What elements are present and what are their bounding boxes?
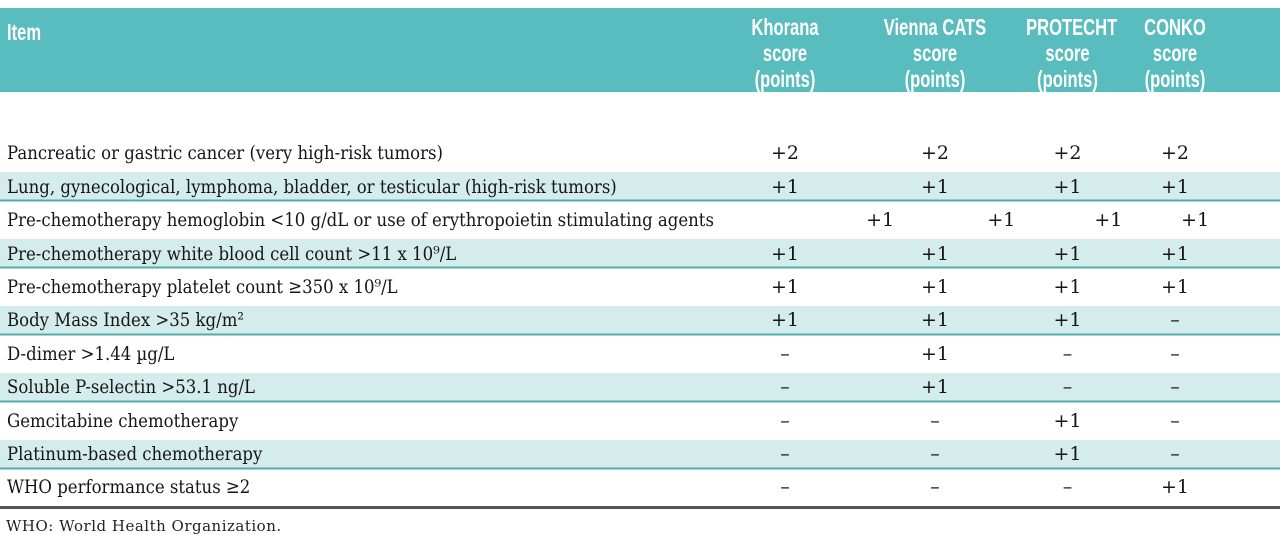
vienna-score-cell: +1 <box>920 175 949 198</box>
protecht-score-cell: – <box>1062 376 1073 399</box>
khorana-score-cell: – <box>780 476 790 499</box>
column-header-vienna-cats: Vienna CATS score (points) <box>860 8 1010 92</box>
table-bottom-rule <box>0 506 1280 509</box>
table-row: Pre-chemotherapy platelet count ≥350 x 1… <box>0 273 1280 306</box>
protecht-score-cell: +1 <box>1053 276 1082 298</box>
item-header-label: Item <box>7 19 42 45</box>
table-row: Gemcitabine chemotherapy – – +1 – <box>0 406 1280 439</box>
protecht-score-cell: +1 <box>1053 442 1082 465</box>
item-cell: Body Mass Index >35 kg/m² <box>7 309 245 332</box>
conko-score-cell: – <box>1170 309 1180 332</box>
table-row: Lung, gynecological, lymphoma, bladder, … <box>0 172 1280 206</box>
protecht-header-name: PROTECHT <box>1026 14 1118 40</box>
column-header-conko: CONKO score (points) <box>1125 8 1225 92</box>
khorana-score-cell: – <box>780 409 790 432</box>
conko-score-cell: +1 <box>1160 276 1189 298</box>
vienna-header-points: (points) <box>904 66 966 92</box>
header-body-gap <box>0 92 1280 139</box>
khorana-score-cell: +2 <box>770 142 799 165</box>
table-row: Platinum-based chemotherapy – – +1 – <box>0 439 1280 473</box>
conko-header-points: (points) <box>1144 66 1206 92</box>
khorana-header-score: score <box>762 40 808 66</box>
table-row: WHO performance status ≥2 – – – +1 <box>0 473 1280 506</box>
item-cell: Pre-chemotherapy platelet count ≥350 x 1… <box>7 276 398 298</box>
protecht-score-cell: +1 <box>1094 209 1123 232</box>
khorana-header-points: (points) <box>754 66 816 92</box>
item-cell: Platinum-based chemotherapy <box>7 442 263 465</box>
khorana-score-cell: – <box>780 376 790 399</box>
vienna-score-cell: – <box>930 442 940 465</box>
conko-score-cell: – <box>1170 376 1180 399</box>
item-cell: D-dimer >1.44 µg/L <box>7 342 175 365</box>
vienna-score-cell: – <box>930 409 940 432</box>
vienna-header-score: score <box>912 40 958 66</box>
item-cell: Gemcitabine chemotherapy <box>7 409 239 432</box>
protecht-score-cell: +1 <box>1053 175 1082 198</box>
vienna-header-name: Vienna CATS <box>883 14 987 40</box>
conko-score-cell: +1 <box>1160 242 1189 265</box>
table-header-row: Item Khorana score (points) Vienna CATS … <box>0 8 1280 92</box>
conko-score-cell: +2 <box>1160 142 1189 165</box>
khorana-score-cell: +1 <box>770 175 799 198</box>
item-cell: Pre-chemotherapy hemoglobin <10 g/dL or … <box>7 209 714 232</box>
item-cell: Lung, gynecological, lymphoma, bladder, … <box>7 175 617 198</box>
conko-score-cell: +1 <box>1181 209 1210 232</box>
vienna-score-cell: +1 <box>920 242 949 265</box>
khorana-score-cell: +1 <box>866 209 895 232</box>
protecht-score-cell: +1 <box>1053 242 1082 265</box>
protecht-header-points: (points) <box>1037 66 1098 92</box>
conko-score-cell: +1 <box>1160 476 1189 499</box>
table-row: Pancreatic or gastric cancer (very high-… <box>0 139 1280 172</box>
vienna-score-cell: +1 <box>920 276 949 298</box>
item-cell: Pancreatic or gastric cancer (very high-… <box>7 142 443 165</box>
vienna-score-cell: +1 <box>920 342 949 365</box>
protecht-header-score: score <box>1045 40 1090 66</box>
conko-score-cell: +1 <box>1160 175 1189 198</box>
conko-score-cell: – <box>1170 342 1180 365</box>
khorana-header-name: Khorana <box>751 14 819 40</box>
khorana-score-cell: – <box>780 342 790 365</box>
column-header-khorana: Khorana score (points) <box>710 8 860 92</box>
table-row: D-dimer >1.44 µg/L – +1 – – <box>0 339 1280 372</box>
item-cell: WHO performance status ≥2 <box>7 476 251 499</box>
protecht-score-cell: – <box>1062 476 1073 499</box>
protecht-score-cell: – <box>1062 342 1073 365</box>
khorana-score-cell: +1 <box>770 276 799 298</box>
table-row: Body Mass Index >35 kg/m² +1 +1 +1 – <box>0 305 1280 340</box>
conko-header-name: CONKO <box>1144 14 1206 40</box>
table-row: Soluble P-selectin >53.1 ng/L – +1 – – <box>0 372 1280 407</box>
table-row: Pre-chemotherapy white blood cell count … <box>0 239 1280 273</box>
vienna-score-cell: – <box>930 476 940 499</box>
item-cell: Soluble P-selectin >53.1 ng/L <box>7 376 256 399</box>
table-row: Pre-chemotherapy hemoglobin <10 g/dL or … <box>0 206 1280 239</box>
conko-header-score: score <box>1152 40 1198 66</box>
table-footnote: WHO: World Health Organization. <box>6 516 282 535</box>
table-body: Pancreatic or gastric cancer (very high-… <box>0 139 1280 506</box>
protecht-score-cell: +1 <box>1053 409 1082 432</box>
conko-score-cell: – <box>1170 409 1180 432</box>
khorana-score-cell: – <box>780 442 790 465</box>
protecht-score-cell: +2 <box>1053 142 1082 165</box>
protecht-score-cell: +1 <box>1053 309 1082 332</box>
header-right-spacer <box>1225 8 1280 92</box>
item-cell: Pre-chemotherapy white blood cell count … <box>7 242 457 265</box>
conko-score-cell: – <box>1170 442 1180 465</box>
khorana-score-cell: +1 <box>770 309 799 332</box>
vienna-score-cell: +2 <box>920 142 949 165</box>
vienna-score-cell: +1 <box>987 209 1016 232</box>
khorana-score-cell: +1 <box>770 242 799 265</box>
column-header-item: Item <box>0 8 710 92</box>
column-header-protecht: PROTECHT score (points) <box>1010 8 1125 92</box>
vienna-score-cell: +1 <box>920 309 949 332</box>
vienna-score-cell: +1 <box>920 376 949 399</box>
